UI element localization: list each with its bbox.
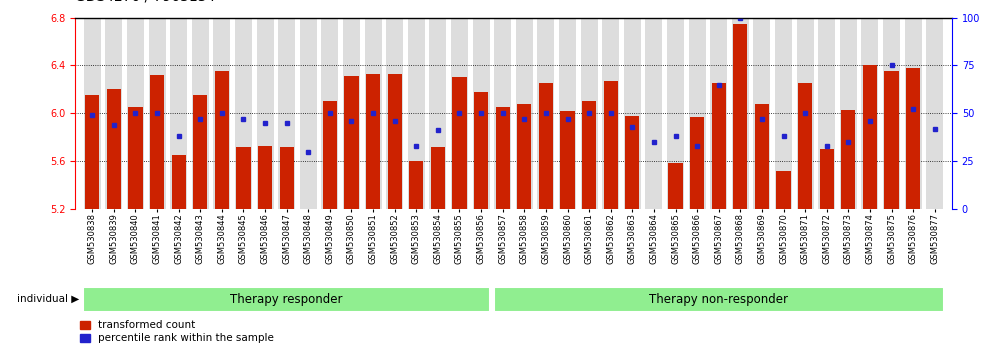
Bar (323, 101, 337, 209)
Bar (235, 18, 252, 209)
Bar (797, 18, 814, 209)
Bar (537, 18, 554, 209)
Legend: transformed count, percentile rank within the sample: transformed count, percentile rank withi… (80, 320, 274, 343)
Bar (278, 18, 295, 209)
Bar (516, 18, 533, 209)
Text: Therapy non-responder: Therapy non-responder (649, 293, 788, 306)
Bar (343, 18, 360, 209)
Bar (431, 147, 445, 209)
Bar (107, 90, 121, 209)
Bar (496, 107, 510, 209)
Bar (172, 155, 186, 209)
Bar (474, 92, 488, 209)
Bar (776, 171, 791, 209)
Bar (581, 18, 598, 209)
Bar (560, 111, 575, 209)
Bar (690, 117, 704, 209)
Bar (321, 18, 338, 209)
Bar (798, 84, 812, 209)
Bar (559, 18, 576, 209)
Text: GDS4270 / 7963134: GDS4270 / 7963134 (75, 0, 215, 4)
Bar (150, 75, 164, 209)
Bar (149, 18, 166, 209)
Bar (710, 18, 727, 209)
Bar (689, 18, 706, 209)
Bar (215, 72, 229, 209)
Bar (473, 18, 490, 209)
Bar (408, 18, 425, 209)
Bar (667, 18, 684, 209)
Bar (494, 18, 511, 209)
Bar (105, 18, 122, 209)
Bar (755, 104, 769, 209)
Bar (582, 101, 596, 209)
Bar (83, 287, 490, 312)
Bar (625, 116, 639, 209)
Bar (906, 68, 920, 209)
Bar (127, 18, 144, 209)
Bar (712, 84, 726, 209)
Bar (386, 18, 403, 209)
Bar (236, 147, 251, 209)
Bar (624, 18, 641, 209)
Bar (452, 78, 467, 209)
Bar (192, 18, 209, 209)
Bar (775, 18, 792, 209)
Bar (213, 18, 230, 209)
Bar (668, 164, 683, 209)
Text: individual ▶: individual ▶ (17, 294, 79, 304)
Bar (301, 209, 315, 210)
Bar (820, 149, 834, 209)
Bar (840, 18, 857, 209)
Bar (841, 110, 855, 209)
Bar (539, 84, 553, 209)
Bar (300, 18, 317, 209)
Bar (517, 104, 531, 209)
Text: Therapy responder: Therapy responder (230, 293, 343, 306)
Bar (604, 81, 618, 209)
Bar (344, 76, 359, 209)
Bar (732, 18, 749, 209)
Bar (388, 74, 402, 209)
Bar (409, 161, 423, 209)
Bar (429, 18, 446, 209)
Bar (753, 18, 770, 209)
Bar (280, 147, 294, 209)
Bar (193, 95, 207, 209)
Bar (647, 209, 661, 210)
Bar (861, 18, 878, 209)
Bar (85, 95, 99, 209)
Bar (257, 18, 274, 209)
Bar (818, 18, 835, 209)
Bar (645, 18, 662, 209)
Bar (494, 287, 944, 312)
Bar (451, 18, 468, 209)
Bar (905, 18, 922, 209)
Bar (128, 107, 143, 209)
Bar (926, 18, 943, 209)
Bar (602, 18, 619, 209)
Bar (883, 18, 900, 209)
Bar (84, 18, 101, 209)
Bar (258, 145, 272, 209)
Bar (863, 65, 877, 209)
Bar (170, 18, 187, 209)
Bar (365, 18, 382, 209)
Bar (366, 74, 380, 209)
Bar (884, 72, 899, 209)
Bar (733, 24, 747, 209)
